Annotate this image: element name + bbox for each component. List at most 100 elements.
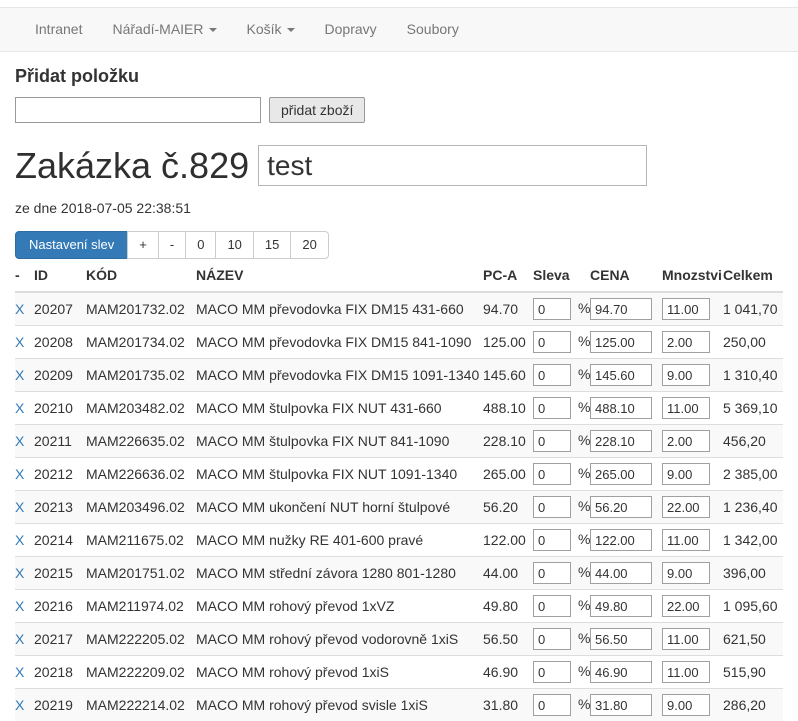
- delete-row-link[interactable]: X: [15, 697, 24, 713]
- price-input[interactable]: [590, 364, 652, 386]
- row-id: 20219: [34, 689, 86, 721]
- percent-label: %: [578, 531, 590, 547]
- quantity-input[interactable]: [662, 364, 710, 386]
- nav-item-naradi-maier[interactable]: Nářadí-MAIER: [97, 8, 231, 51]
- delete-row-link[interactable]: X: [15, 334, 24, 350]
- row-code: MAM203496.02: [86, 491, 196, 524]
- delete-row-link[interactable]: X: [15, 598, 24, 614]
- quantity-input[interactable]: [662, 397, 710, 419]
- row-total: 515,90: [723, 656, 783, 689]
- price-input[interactable]: [590, 562, 652, 584]
- add-item-button[interactable]: přidat zboží: [269, 97, 365, 123]
- delete-row-link[interactable]: X: [15, 301, 24, 317]
- quantity-input[interactable]: [662, 661, 710, 683]
- discount-input[interactable]: [533, 496, 571, 518]
- price-input[interactable]: [590, 298, 652, 320]
- table-row: X 20217 MAM222205.02 MACO MM rohový přev…: [15, 623, 783, 656]
- row-total: 396,00: [723, 557, 783, 590]
- quantity-input[interactable]: [662, 562, 710, 584]
- row-name: MACO MM štulpovka FIX NUT 1091-1340: [196, 458, 483, 491]
- discount-button-group: Nastavení slev + - 0 10 15 20: [15, 231, 329, 259]
- quantity-input[interactable]: [662, 595, 710, 617]
- header-sleva: Sleva: [533, 262, 590, 292]
- discount-input[interactable]: [533, 661, 571, 683]
- price-input[interactable]: [590, 331, 652, 353]
- quantity-input[interactable]: [662, 496, 710, 518]
- quantity-input[interactable]: [662, 463, 710, 485]
- order-name-input[interactable]: [258, 145, 647, 186]
- row-name: MACO MM převodovka FIX DM15 841-1090: [196, 326, 483, 359]
- discount-input[interactable]: [533, 463, 571, 485]
- discount-15-button[interactable]: 15: [253, 231, 291, 259]
- nav-item-intranet[interactable]: Intranet: [20, 8, 97, 51]
- discount-plus-button[interactable]: +: [127, 231, 159, 259]
- discount-input[interactable]: [533, 364, 571, 386]
- discount-0-button[interactable]: 0: [185, 231, 216, 259]
- row-base-price: 49.80: [483, 590, 533, 623]
- discount-minus-button[interactable]: -: [158, 231, 186, 259]
- price-input[interactable]: [590, 628, 652, 650]
- row-code: MAM211675.02: [86, 524, 196, 557]
- discount-input[interactable]: [533, 628, 571, 650]
- add-item-input[interactable]: [15, 97, 261, 123]
- discount-input[interactable]: [533, 397, 571, 419]
- price-input[interactable]: [590, 430, 652, 452]
- delete-row-link[interactable]: X: [15, 400, 24, 416]
- delete-row-link[interactable]: X: [15, 466, 24, 482]
- discount-input[interactable]: [533, 595, 571, 617]
- percent-label: %: [578, 696, 590, 712]
- row-total: 456,20: [723, 425, 783, 458]
- delete-row-link[interactable]: X: [15, 664, 24, 680]
- row-code: MAM201751.02: [86, 557, 196, 590]
- row-code: MAM211974.02: [86, 590, 196, 623]
- row-name: MACO MM rohový převod svisle 1xiS: [196, 689, 483, 721]
- row-id: 20212: [34, 458, 86, 491]
- price-input[interactable]: [590, 496, 652, 518]
- delete-row-link[interactable]: X: [15, 532, 24, 548]
- delete-row-link[interactable]: X: [15, 367, 24, 383]
- price-input[interactable]: [590, 595, 652, 617]
- row-base-price: 488.10: [483, 392, 533, 425]
- row-id: 20210: [34, 392, 86, 425]
- row-base-price: 145.60: [483, 359, 533, 392]
- price-input[interactable]: [590, 463, 652, 485]
- table-header-row: - ID KÓD NÁZEV PC-A Sleva CENA Mnozstvi …: [15, 262, 783, 292]
- delete-row-link[interactable]: X: [15, 631, 24, 647]
- quantity-input[interactable]: [662, 694, 710, 716]
- header-kod: KÓD: [86, 262, 196, 292]
- row-id: 20218: [34, 656, 86, 689]
- discount-input[interactable]: [533, 562, 571, 584]
- header-mnozstvi: Mnozstvi: [662, 262, 723, 292]
- delete-row-link[interactable]: X: [15, 433, 24, 449]
- row-total: 1 041,70: [723, 292, 783, 326]
- quantity-input[interactable]: [662, 331, 710, 353]
- row-name: MACO MM převodovka FIX DM15 431-660: [196, 292, 483, 326]
- discount-input[interactable]: [533, 298, 571, 320]
- quantity-input[interactable]: [662, 298, 710, 320]
- table-row: X 20213 MAM203496.02 MACO MM ukončení NU…: [15, 491, 783, 524]
- discount-20-button[interactable]: 20: [290, 231, 328, 259]
- quantity-input[interactable]: [662, 628, 710, 650]
- delete-row-link[interactable]: X: [15, 499, 24, 515]
- discount-input[interactable]: [533, 331, 571, 353]
- row-code: MAM201734.02: [86, 326, 196, 359]
- price-input[interactable]: [590, 694, 652, 716]
- quantity-input[interactable]: [662, 430, 710, 452]
- discount-input[interactable]: [533, 529, 571, 551]
- nav-item-dopravy[interactable]: Dopravy: [310, 8, 392, 51]
- price-input[interactable]: [590, 661, 652, 683]
- header-pca: PC-A: [483, 262, 533, 292]
- quantity-input[interactable]: [662, 529, 710, 551]
- discount-10-button[interactable]: 10: [215, 231, 253, 259]
- discount-input[interactable]: [533, 430, 571, 452]
- price-input[interactable]: [590, 397, 652, 419]
- nav-item-soubory[interactable]: Soubory: [392, 8, 474, 51]
- discount-settings-button[interactable]: Nastavení slev: [15, 231, 128, 259]
- row-total: 250,00: [723, 326, 783, 359]
- header-delete: -: [15, 262, 34, 292]
- discount-input[interactable]: [533, 694, 571, 716]
- nav-item-kosik[interactable]: Košík: [232, 8, 310, 51]
- nav-item-label: Soubory: [407, 21, 459, 37]
- delete-row-link[interactable]: X: [15, 565, 24, 581]
- price-input[interactable]: [590, 529, 652, 551]
